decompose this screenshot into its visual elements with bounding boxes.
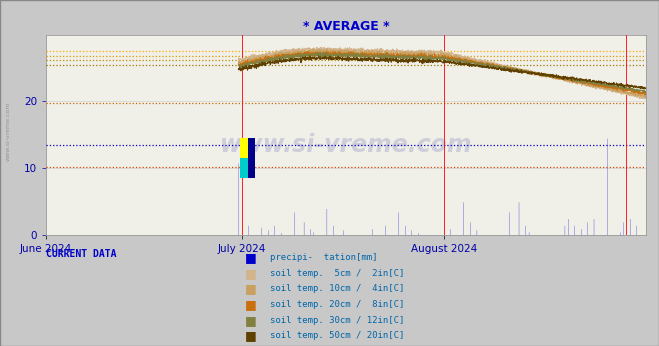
Text: soil temp.  5cm /  2in[C]: soil temp. 5cm / 2in[C] — [270, 269, 405, 278]
Text: soil temp. 30cm / 12in[C]: soil temp. 30cm / 12in[C] — [270, 316, 405, 325]
Text: ■: ■ — [244, 329, 256, 342]
Text: soil temp. 50cm / 20in[C]: soil temp. 50cm / 20in[C] — [270, 331, 405, 340]
Text: ■: ■ — [244, 298, 256, 311]
Text: soil temp. 10cm /  4in[C]: soil temp. 10cm / 4in[C] — [270, 284, 405, 293]
Bar — [248, 138, 255, 179]
Bar — [241, 158, 248, 179]
Bar — [241, 138, 248, 158]
Text: www.si-vreme.com: www.si-vreme.com — [219, 133, 473, 157]
Text: ■: ■ — [244, 267, 256, 280]
Text: ■: ■ — [244, 313, 256, 327]
Text: precipi-  tation[mm]: precipi- tation[mm] — [270, 253, 378, 262]
Title: * AVERAGE *: * AVERAGE * — [302, 20, 389, 34]
Text: ■: ■ — [244, 282, 256, 295]
Text: www.si-vreme.com: www.si-vreme.com — [5, 102, 11, 161]
Text: CURRENT DATA: CURRENT DATA — [46, 249, 117, 259]
Text: ■: ■ — [244, 251, 256, 264]
Text: soil temp. 20cm /  8in[C]: soil temp. 20cm / 8in[C] — [270, 300, 405, 309]
